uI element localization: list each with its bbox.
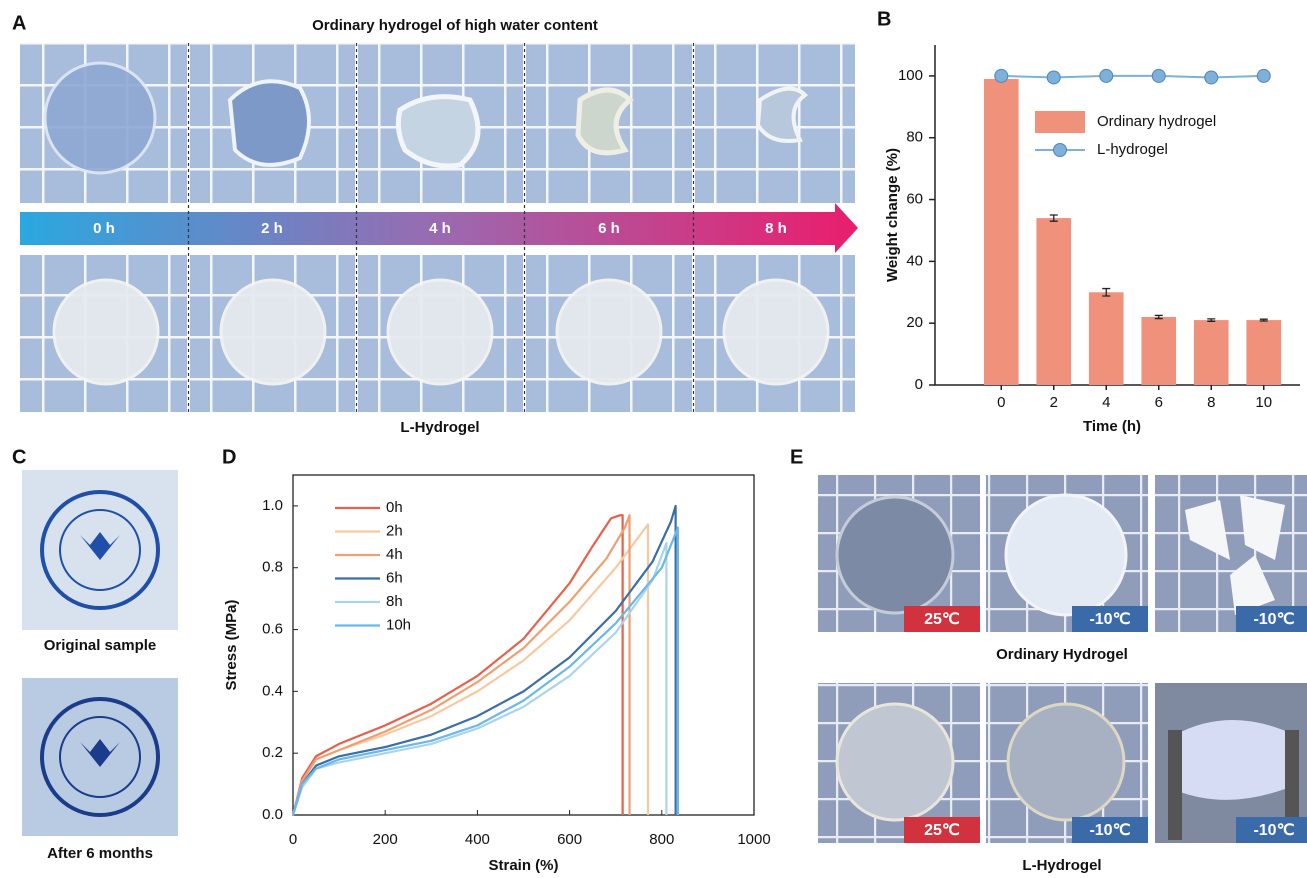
photo [22,678,178,836]
x-tick-label: 0 [289,831,297,848]
line [1001,76,1264,78]
y-tick-label: 1.0 [262,497,283,514]
y-axis-label: Weight change (%) [884,148,901,282]
y-tick-label: 100 [898,67,923,84]
time-label: 2 h [261,220,283,237]
temp-label: -10℃ [1089,611,1130,628]
photo-caption: Ordinary Hydrogel [996,646,1128,663]
time-label: 4 h [429,220,451,237]
panel-label: C [12,446,26,468]
photo-caption: L-Hydrogel [1022,857,1101,874]
time-label: 8 h [765,220,787,237]
y-axis-label: Stress (MPa) [223,600,240,691]
x-tick-label: 0 [997,394,1005,411]
x-tick-label: 400 [465,831,490,848]
bar [1194,320,1229,385]
y-tick-label: 0.2 [262,744,283,761]
photo-row [818,683,1307,843]
bar [1036,218,1071,385]
legend-label: L-hydrogel [1097,141,1168,158]
legend-label: 10h [386,616,411,633]
legend-label: 0h [386,499,403,516]
bar [984,79,1019,385]
panel-label: A [12,12,26,34]
stress-curve [293,515,623,815]
y-tick-label: 0 [915,376,923,393]
y-tick-label: 40 [906,252,923,269]
photo-caption: After 6 months [47,845,153,862]
panel-label: B [877,8,891,30]
marker [1047,71,1060,84]
temp-label: -10℃ [1253,611,1294,628]
stress-curve [293,543,666,815]
time-label: 0 h [93,220,115,237]
marker [1205,71,1218,84]
legend-marker [1054,144,1067,157]
panel-label: E [790,446,803,468]
marker [1152,69,1165,82]
x-tick-label: 2 [1050,394,1058,411]
marker [1100,69,1113,82]
photo-caption: Original sample [44,637,157,654]
stress-curve [293,506,676,815]
photo [22,470,178,630]
legend-label: 6h [386,569,403,586]
temp-label: -10℃ [1089,822,1130,839]
temp-label: 25℃ [924,611,960,628]
y-tick-label: 0.4 [262,682,283,699]
y-tick-label: 60 [906,191,923,208]
bar [1141,317,1176,385]
temp-label: 25℃ [924,822,960,839]
time-label: 6 h [598,220,620,237]
panel-caption: L-Hydrogel [400,419,479,436]
y-tick-label: 0.8 [262,559,283,576]
x-tick-label: 1000 [737,831,770,848]
photo-row [818,475,1307,632]
legend-swatch [1035,111,1085,133]
x-tick-label: 800 [649,831,674,848]
x-axis-label: Strain (%) [488,857,558,874]
legend-label: 4h [386,546,403,563]
panel-label: D [222,446,236,468]
photo-row [20,43,855,203]
y-tick-label: 20 [906,314,923,331]
stress-curve [293,515,630,815]
y-tick-label: 80 [906,129,923,146]
legend-label: 2h [386,522,403,539]
stress-curve [293,524,648,815]
marker [995,69,1008,82]
legend-label: Ordinary hydrogel [1097,113,1216,130]
plot-frame [293,475,754,815]
y-tick-label: 0.0 [262,806,283,823]
x-tick-label: 10 [1255,394,1272,411]
marker [1257,69,1270,82]
stress-curve [293,528,678,815]
x-axis-label: Time (h) [1083,418,1141,435]
panel-title: Ordinary hydrogel of high water content [312,17,598,34]
bar [1246,320,1281,385]
photo-row [20,255,855,412]
legend-label: 8h [386,593,403,610]
bar [1089,292,1124,385]
x-tick-label: 4 [1102,394,1110,411]
x-tick-label: 600 [557,831,582,848]
figure: A Ordinary hydrogel of high water conten… [0,0,1307,878]
y-tick-label: 0.6 [262,621,283,638]
temp-label: -10℃ [1253,822,1294,839]
x-tick-label: 8 [1207,394,1215,411]
x-tick-label: 6 [1155,394,1163,411]
x-tick-label: 200 [373,831,398,848]
